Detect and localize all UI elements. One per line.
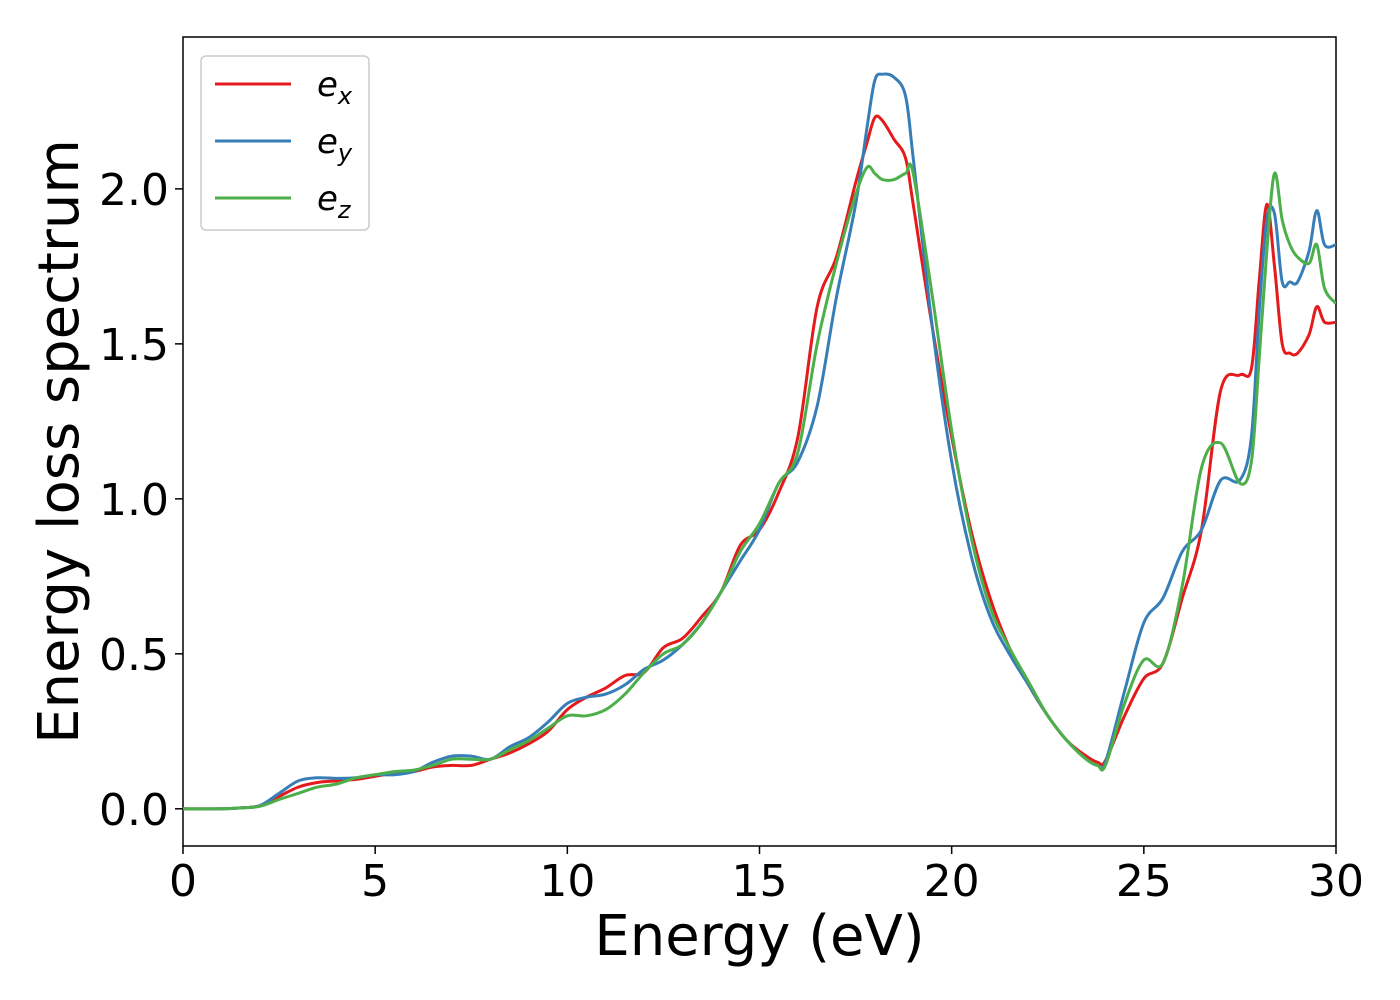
legend-label-ez: ez xyxy=(317,179,352,224)
y-tick-label: 1.0 xyxy=(99,475,169,526)
series-line-ey xyxy=(183,72,1336,811)
legend-label-ex: ex xyxy=(317,65,353,110)
x-axis: 0 5 10 15 20 25 30 xyxy=(169,846,1364,907)
y-tick-label: 0.0 xyxy=(99,785,169,836)
legend: ex ey ez xyxy=(200,55,370,231)
x-tick-label: 10 xyxy=(539,856,595,907)
series-group xyxy=(183,72,1336,811)
series-line-ez xyxy=(183,162,1336,811)
legend-label-ey: ey xyxy=(317,122,353,167)
x-tick-label: 20 xyxy=(924,856,980,907)
x-tick-label: 30 xyxy=(1308,856,1364,907)
y-axis: 0.0 0.5 1.0 1.5 2.0 xyxy=(99,165,183,836)
x-axis-label: Energy (eV) xyxy=(594,904,924,969)
x-tick-label: 15 xyxy=(732,856,788,907)
legend-box xyxy=(200,55,370,231)
y-tick-label: 2.0 xyxy=(99,165,169,216)
series-line-ex xyxy=(183,114,1336,811)
x-tick-label: 25 xyxy=(1116,856,1172,907)
y-tick-label: 1.5 xyxy=(99,320,169,371)
x-tick-label: 5 xyxy=(361,856,389,907)
y-tick-label: 0.5 xyxy=(99,630,169,681)
x-tick-label: 0 xyxy=(169,856,197,907)
y-axis-label: Energy loss spectrum xyxy=(27,139,92,744)
